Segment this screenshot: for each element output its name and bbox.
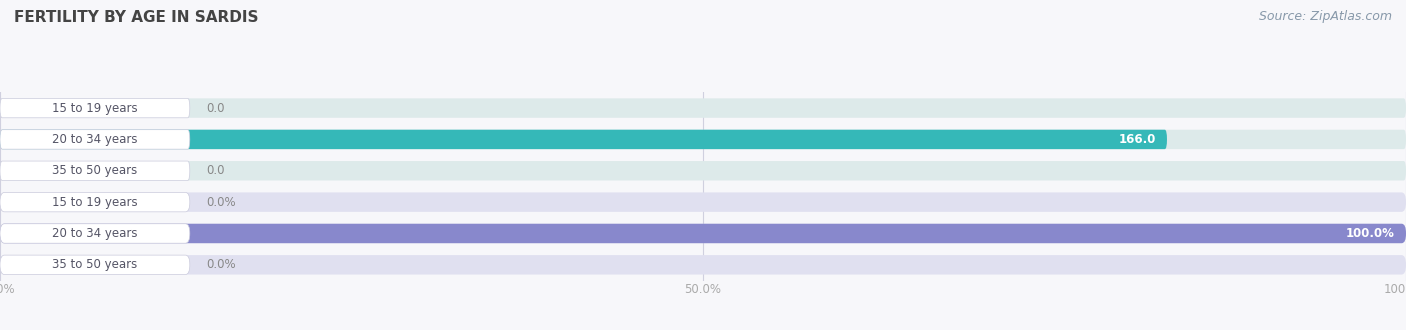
Text: 0.0%: 0.0% [207,196,236,209]
FancyBboxPatch shape [0,130,1406,149]
FancyBboxPatch shape [0,98,1406,118]
Text: 15 to 19 years: 15 to 19 years [52,102,138,115]
Text: 35 to 50 years: 35 to 50 years [52,164,138,177]
FancyBboxPatch shape [0,161,190,181]
FancyBboxPatch shape [0,224,1406,243]
FancyBboxPatch shape [0,255,1406,275]
FancyBboxPatch shape [0,255,190,275]
FancyBboxPatch shape [0,98,190,118]
FancyBboxPatch shape [0,192,1406,212]
FancyBboxPatch shape [0,224,190,243]
FancyBboxPatch shape [0,161,1406,181]
Text: 15 to 19 years: 15 to 19 years [52,196,138,209]
Text: 100.0%: 100.0% [1346,227,1395,240]
Text: FERTILITY BY AGE IN SARDIS: FERTILITY BY AGE IN SARDIS [14,10,259,25]
Text: Source: ZipAtlas.com: Source: ZipAtlas.com [1258,10,1392,23]
Text: 20 to 34 years: 20 to 34 years [52,133,138,146]
FancyBboxPatch shape [0,224,1406,243]
FancyBboxPatch shape [0,192,190,212]
Text: 166.0: 166.0 [1118,133,1156,146]
Text: 20 to 34 years: 20 to 34 years [52,227,138,240]
FancyBboxPatch shape [0,130,1167,149]
Text: 0.0%: 0.0% [207,258,236,271]
FancyBboxPatch shape [0,130,190,149]
Text: 0.0: 0.0 [207,102,225,115]
Text: 0.0: 0.0 [207,164,225,177]
Text: 35 to 50 years: 35 to 50 years [52,258,138,271]
